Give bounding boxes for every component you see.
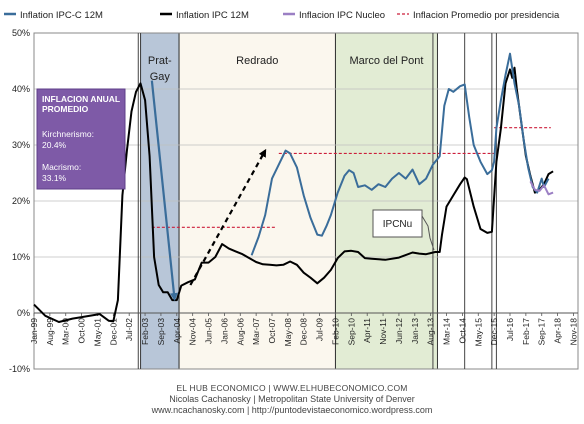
x-tick-label: Dec-01 — [108, 318, 118, 346]
x-tick-label: Apr-18 — [553, 318, 563, 344]
x-tick-label: Aug-13 — [426, 318, 436, 346]
x-tick-label: Nov-11 — [378, 318, 388, 345]
x-tick-label: May-08 — [283, 318, 293, 347]
y-tick-label: 40% — [12, 84, 30, 94]
inflation-ipc-12m-line — [33, 66, 554, 323]
summary-box-title: PROMEDIO — [42, 104, 89, 114]
ipcnu-callout-leader — [421, 215, 435, 251]
y-tick-label: 0% — [17, 308, 30, 318]
x-tick-label: Jun-12 — [394, 318, 404, 344]
ipcnu-callout-text: IPCNu — [383, 219, 412, 230]
summary-box-value: 20.4% — [42, 140, 67, 150]
footer-line-2: Nicolas Cachanosky | Metropolitan State … — [169, 394, 415, 404]
y-tick-label: -10% — [9, 364, 30, 374]
y-tick-label: 20% — [12, 196, 30, 206]
footer: EL HUB ECONOMICO | WWW.ELHUBECONOMICO.CO… — [0, 383, 584, 415]
x-tick-label: Mar-07 — [251, 318, 261, 345]
x-tick-label: Jan-13 — [410, 318, 420, 344]
x-tick-label: May-01 — [92, 318, 102, 347]
summary-box-title: INFLACION ANUAL — [42, 94, 120, 104]
x-tick-label: Sep-17 — [537, 318, 547, 346]
x-tick-label: Jul-02 — [124, 318, 134, 341]
x-tick-label: Apr-11 — [362, 318, 372, 343]
legend-label: Inflacion Promedio por presidencia — [413, 10, 560, 21]
x-tick-label: Jul-09 — [315, 318, 325, 341]
x-tick-label: Aug-99 — [45, 318, 55, 346]
legend-label: Inflation IPC-C 12M — [20, 10, 103, 21]
region-label: Gay — [150, 71, 171, 83]
x-tick-label: Nov-18 — [568, 318, 578, 346]
summary-box-label: Kirchnerismo: — [42, 129, 94, 139]
x-tick-label: Oct-07 — [267, 318, 277, 344]
y-tick-label: 30% — [12, 140, 30, 150]
y-tick-label: 10% — [12, 252, 30, 262]
x-tick-label: Apr-04 — [172, 318, 182, 344]
x-tick-label: Feb-10 — [330, 318, 340, 345]
x-tick-label: Feb-03 — [140, 318, 150, 345]
x-tick-label: Oct-00 — [77, 318, 87, 344]
x-tick-label: Feb-17 — [521, 318, 531, 345]
footer-line-3: www.ncachanosky.com | http://puntodevist… — [151, 405, 433, 415]
x-tick-label: Dec-08 — [299, 318, 309, 346]
x-tick-label: Oct-14 — [457, 318, 467, 344]
y-tick-label: 50% — [12, 28, 30, 38]
annotation-arrow — [189, 148, 267, 286]
x-tick-label: Mar-14 — [442, 318, 452, 345]
summary-box — [36, 88, 126, 190]
inflation-chart: 50% 40% 30% 20% 10% 0% -10% Prat- Gay Redrado Marc… — [4, 10, 579, 374]
x-tick-label: Jan-99 — [29, 318, 39, 344]
region-label: Prat- — [148, 55, 172, 67]
x-tick-label: Sep-03 — [156, 318, 166, 346]
plot-border — [33, 32, 579, 370]
x-tick-label: Dec-15 — [489, 318, 499, 346]
legend-label: Inflation IPC 12M — [176, 10, 249, 21]
x-tick-label: May-15 — [473, 318, 483, 347]
x-tick-label: Mar-00 — [61, 318, 71, 345]
x-tick-label: Nov-04 — [188, 318, 198, 346]
x-tick-label: Jul-16 — [505, 318, 515, 341]
ipcnu-callout-box — [372, 209, 423, 238]
annotation-arrow — [150, 80, 178, 301]
inflacion-ipc-nucleo-line — [529, 180, 554, 196]
summary-box-value: 33.1% — [42, 173, 67, 183]
inflation-ipc-c-12m-line — [250, 52, 550, 256]
legend-label: Inflacion IPC Nucleo — [299, 10, 385, 21]
summary-box-label: Macrismo: — [42, 162, 81, 172]
region-label: Redrado — [236, 55, 278, 67]
footer-line-1: EL HUB ECONOMICO | WWW.ELHUBECONOMICO.CO… — [176, 383, 408, 393]
x-tick-label: Jan-06 — [219, 318, 229, 344]
x-tick-label: Aug-06 — [235, 318, 245, 346]
x-tick-label: Jun-05 — [204, 318, 214, 344]
x-tick-label: Sep-10 — [346, 318, 356, 346]
region-label: Marco del Pont — [349, 55, 423, 67]
